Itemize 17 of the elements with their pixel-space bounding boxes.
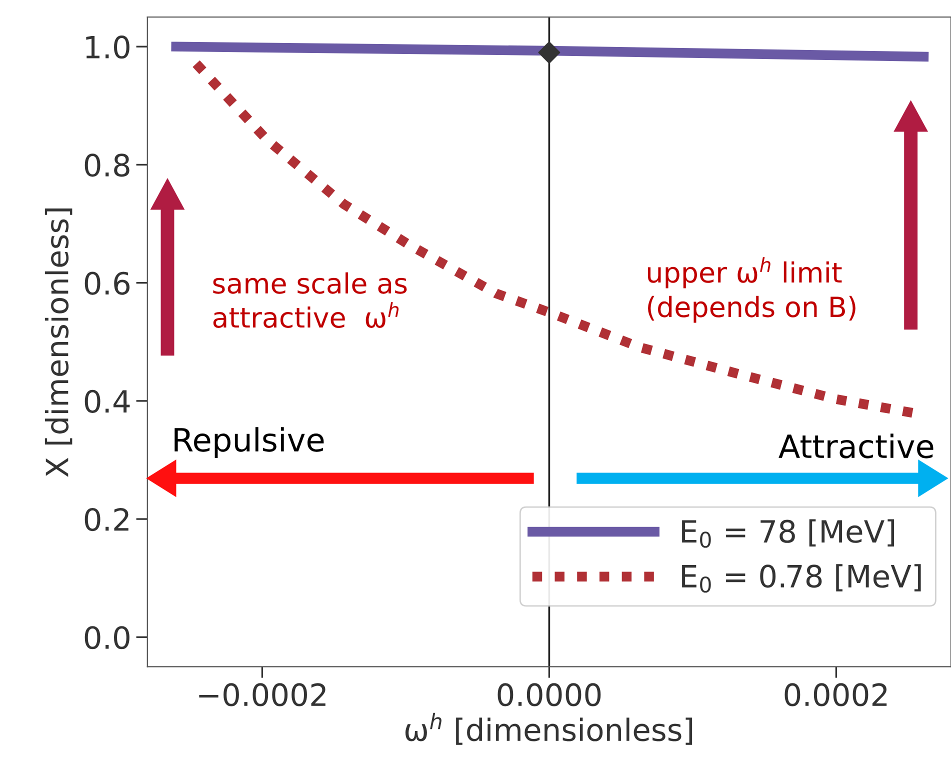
legend-label: E$_{0}$ = 78 [MeV] [682,519,894,548]
x-axis-title: ω$^{h}$ [dimensionless] [405,712,692,745]
annotation: upper ω$^{h}$ limit (depends on B) [648,257,856,323]
legend-label: E$_{0}$ = 0.78 [MeV] [682,564,921,593]
y-tick-label: 0.2 [84,508,128,532]
x-tick-label: −0.0002 [199,683,326,706]
annotation: Attractive [778,434,934,458]
x-tick-label: 0.0000 [498,683,601,706]
annotation: Repulsive [174,427,324,458]
y-tick-label: 0.8 [84,154,130,177]
y-tick-label: 1.0 [86,36,130,59]
y-tick-label: 0.0 [84,626,130,650]
x-tick-label: 0.0002 [784,683,887,706]
annotation: same scale as attractive ω$^{h}$ [213,272,407,328]
y-tick-label: 0.6 [84,272,130,295]
y-axis-title: X [dimensionless] [44,208,72,477]
y-tick-label: 0.4 [84,390,130,413]
